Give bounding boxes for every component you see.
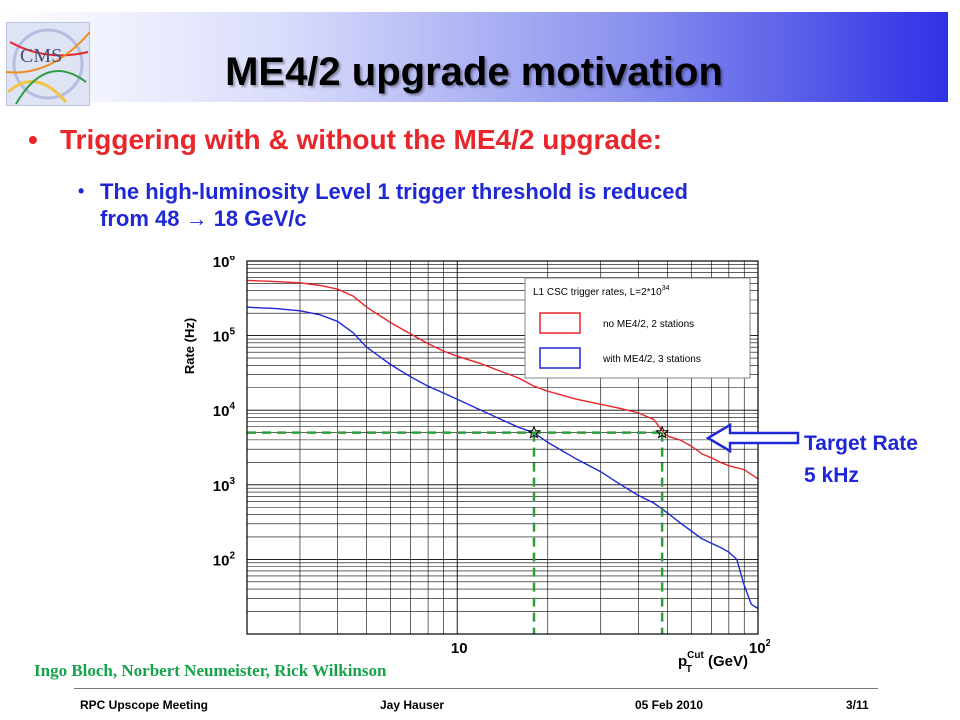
- chart-annotations: [247, 425, 670, 634]
- legend-swatch-no-me42: [539, 312, 581, 334]
- target-arrow-shape: [706, 422, 800, 454]
- legend-title: L1 CSC trigger rates, L=2*1034: [533, 285, 670, 298]
- legend-swatch-with-me42: [539, 347, 581, 369]
- x-tick-label: 102: [749, 638, 770, 657]
- sub-bullet-line-2: from 48 → 18 GeV/c: [100, 206, 307, 231]
- sub-bullet-dot-icon: •: [78, 181, 85, 201]
- bullet-dot-icon: •: [28, 124, 38, 155]
- sub-bullet-line-1: The high-luminosity Level 1 trigger thre…: [100, 179, 688, 204]
- footer-divider: [74, 688, 878, 689]
- sub-bullet-text: The high-luminosity Level 1 trigger thre…: [100, 178, 890, 232]
- title-bar: CMS ME4/2 upgrade motivation: [0, 12, 948, 106]
- rate-chart: 102 103 104 105 106 10 102 L1 CSC trigger rate…: [182, 256, 770, 675]
- legend-entry-with-me42: with ME4/2, 3 stations: [602, 354, 701, 365]
- target-rate-line-2: 5 kHz: [804, 464, 859, 487]
- chart-legend: L1 CSC trigger rates, L=2*1034 no ME4/2,…: [524, 277, 751, 379]
- y-tick-label: 102: [213, 550, 236, 569]
- chart-series: [246, 279, 759, 610]
- footer-meeting: RPC Upscope Meeting: [80, 698, 209, 712]
- y-tick-label: 106: [213, 256, 236, 271]
- legend-box: [524, 277, 751, 379]
- target-arrow-icon: [706, 422, 800, 454]
- y-tick-label: 103: [213, 476, 236, 495]
- y-tick-label: 105: [213, 327, 236, 346]
- cms-logo-icon: CMS: [6, 22, 90, 106]
- y-tick-label: 104: [213, 401, 236, 420]
- plot-frame: [246, 260, 759, 635]
- credits: Ingo Bloch, Norbert Neumeister, Rick Wil…: [34, 661, 387, 680]
- target-rate-line-1: Target Rate: [804, 432, 918, 455]
- star-marker-icon: [655, 425, 670, 439]
- target-rate-label: Target Rate 5 kHz: [804, 428, 918, 492]
- x-axis-label: pCut T (GeV): [678, 650, 748, 675]
- logo-text: CMS: [20, 45, 62, 67]
- page-title: ME4/2 upgrade motivation: [225, 50, 723, 94]
- series-no-me42-line: [246, 279, 759, 480]
- main-bullet-text: Triggering with & without the ME4/2 upgr…: [60, 124, 662, 155]
- footer-date: 05 Feb 2010: [635, 698, 704, 712]
- series-with-me42-line: [246, 306, 759, 610]
- legend-entry-no-me42: no ME4/2, 2 stations: [603, 319, 694, 330]
- star-marker-icon: [527, 425, 541, 439]
- x-tick-label: 10: [451, 640, 468, 657]
- footer-page: 3/11: [846, 698, 869, 712]
- footer-author: Jay Hauser: [380, 698, 445, 712]
- y-axis-label: Rate (Hz): [182, 318, 197, 374]
